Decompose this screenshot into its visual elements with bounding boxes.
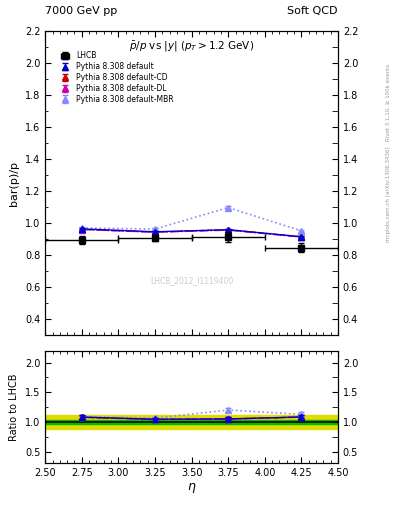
Legend: LHCB, Pythia 8.308 default, Pythia 8.308 default-CD, Pythia 8.308 default-DL, Py: LHCB, Pythia 8.308 default, Pythia 8.308… bbox=[55, 50, 175, 105]
Text: Soft QCD: Soft QCD bbox=[288, 6, 338, 16]
Text: mcplots.cern.ch [arXiv:1306.3436]: mcplots.cern.ch [arXiv:1306.3436] bbox=[386, 147, 391, 242]
Text: Rivet 3.1.10, ≥ 100k events: Rivet 3.1.10, ≥ 100k events bbox=[386, 64, 391, 141]
Bar bbox=[45, 420, 338, 423]
Text: $\bar{p}/p$ vs $|y|$ $(p_T > 1.2$ GeV$)$: $\bar{p}/p$ vs $|y|$ $(p_T > 1.2$ GeV$)$ bbox=[129, 40, 254, 54]
Y-axis label: bar(p)/p: bar(p)/p bbox=[9, 161, 19, 205]
X-axis label: $\eta$: $\eta$ bbox=[187, 481, 196, 495]
Y-axis label: Ratio to LHCB: Ratio to LHCB bbox=[9, 373, 19, 441]
Text: 7000 GeV pp: 7000 GeV pp bbox=[45, 6, 118, 16]
Text: LHCB_2012_I1119400: LHCB_2012_I1119400 bbox=[150, 276, 233, 285]
Bar bbox=[45, 415, 338, 429]
